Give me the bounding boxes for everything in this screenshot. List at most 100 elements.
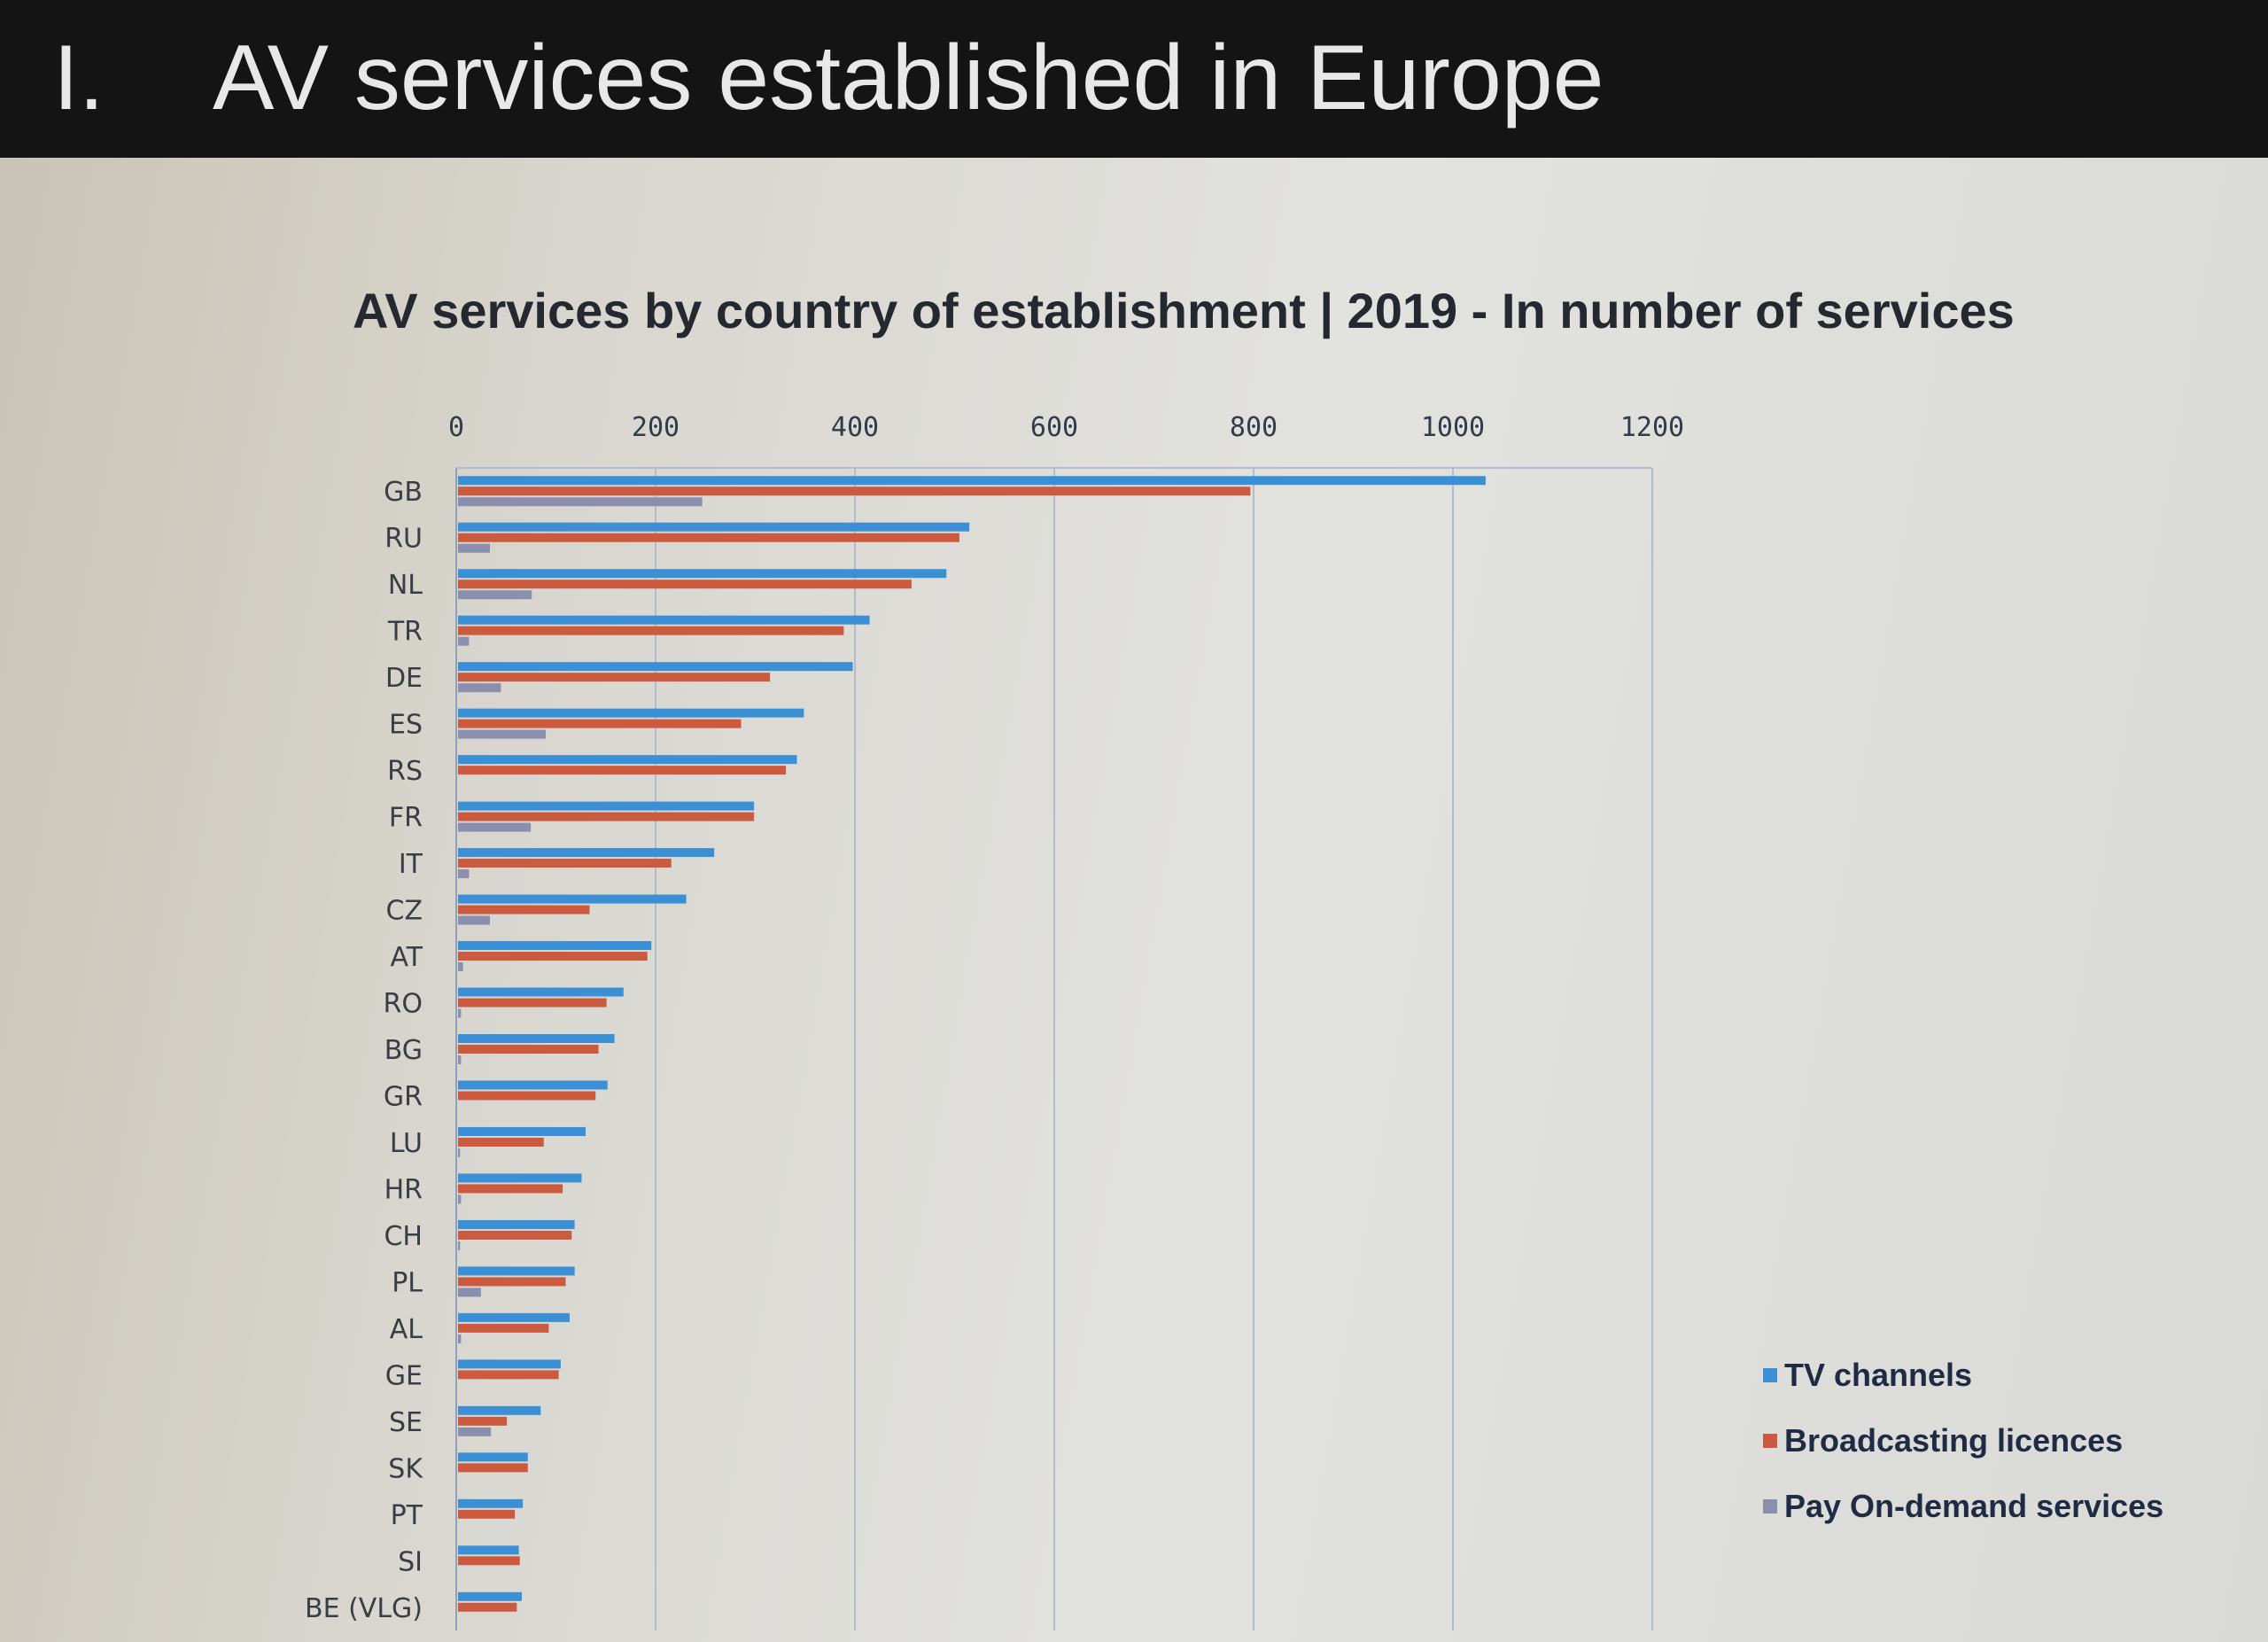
slide-title-text: AV services established in Europe: [213, 27, 1604, 129]
bar-broadcasting-licences: [458, 1370, 559, 1380]
legend-swatch: [1763, 1499, 1777, 1514]
category-label: AL: [390, 1314, 423, 1345]
slide-title: I. AV services established in Europe: [53, 25, 1604, 131]
legend-item: Broadcasting licences: [1763, 1408, 2163, 1474]
bar-broadcasting-licences: [458, 580, 912, 589]
bar-broadcasting-licences: [458, 1230, 572, 1240]
category-label: SI: [398, 1546, 423, 1577]
bar-broadcasting-licences: [458, 859, 672, 868]
bar-tv-channels: [458, 755, 797, 765]
bar-tv-channels: [458, 522, 970, 532]
bar-tv-channels: [458, 941, 652, 951]
bar-tv-channels: [458, 1080, 608, 1090]
bar-broadcasting-licences: [458, 1509, 516, 1519]
category-label: GB: [384, 477, 423, 508]
bar-tv-channels: [458, 1405, 541, 1415]
category-label: PT: [391, 1500, 423, 1531]
category-label: ES: [389, 710, 423, 741]
category-label: BG: [384, 1035, 423, 1066]
bar-tv-channels: [458, 708, 804, 718]
bar-tv-channels: [458, 1452, 528, 1462]
bar-tv-channels: [458, 1312, 570, 1322]
bar-broadcasting-licences: [458, 533, 959, 542]
bar-pay-on-demand-services: [458, 729, 546, 739]
bar-tv-channels: [458, 1266, 575, 1276]
bar-pay-on-demand-services: [458, 1148, 461, 1157]
x-tick-label: 1200: [1620, 412, 1684, 443]
bar-broadcasting-licences: [458, 673, 771, 682]
category-label: CZ: [386, 896, 423, 927]
bar-broadcasting-licences: [458, 1137, 544, 1147]
bar-tv-channels: [458, 1034, 615, 1043]
bar-broadcasting-licences: [458, 998, 607, 1008]
category-label: SK: [388, 1453, 423, 1484]
bar-broadcasting-licences: [458, 486, 1251, 496]
bar-tv-channels: [458, 1359, 561, 1369]
bar-pay-on-demand-services: [458, 915, 490, 925]
x-tick-label: 200: [632, 412, 680, 443]
category-label: DE: [385, 663, 423, 694]
slide-number: I.: [53, 27, 105, 129]
category-label: LU: [390, 1128, 423, 1159]
bar-broadcasting-licences: [458, 1323, 549, 1333]
bar-broadcasting-licences: [458, 1556, 520, 1566]
category-label: RO: [384, 989, 423, 1020]
category-label: GE: [385, 1360, 423, 1391]
category-label: GR: [384, 1081, 423, 1112]
bar-tv-channels: [458, 662, 853, 672]
x-tick-label: 600: [1030, 412, 1078, 443]
category-label: RS: [387, 756, 423, 787]
bar-pay-on-demand-services: [458, 822, 532, 832]
category-label: BE (VLG): [305, 1593, 423, 1624]
bar-pay-on-demand-services: [458, 1288, 481, 1297]
bar-pay-on-demand-services: [458, 590, 532, 600]
bar-broadcasting-licences: [458, 905, 590, 914]
chart-title: AV services by country of establishment …: [353, 283, 2015, 339]
bar-pay-on-demand-services: [458, 497, 703, 507]
bar-tv-channels: [458, 1219, 575, 1229]
bar-tv-channels: [458, 848, 715, 858]
bar-broadcasting-licences: [458, 1091, 596, 1101]
bar-broadcasting-licences: [458, 626, 844, 635]
bar-broadcasting-licences: [458, 719, 742, 728]
bar-tv-channels: [458, 987, 624, 997]
bar-pay-on-demand-services: [458, 1195, 462, 1204]
bar-tv-channels: [458, 615, 870, 625]
category-label: SE: [389, 1407, 423, 1438]
bar-broadcasting-licences: [458, 812, 755, 821]
bar-broadcasting-licences: [458, 1602, 517, 1612]
bar-broadcasting-licences: [458, 952, 648, 961]
legend-label: Broadcasting licences: [1784, 1422, 2124, 1459]
category-label: PL: [392, 1267, 423, 1298]
bar-tv-channels: [458, 1498, 524, 1508]
x-tick-label: 0: [448, 412, 464, 443]
legend-swatch: [1763, 1434, 1777, 1448]
category-label: NL: [388, 570, 423, 601]
bar-tv-channels: [458, 1126, 586, 1136]
legend-label: Pay On-demand services: [1784, 1488, 2164, 1524]
x-tick-label: 800: [1230, 412, 1278, 443]
bar-pay-on-demand-services: [458, 1334, 462, 1343]
slide-header: I. AV services established in Europe: [0, 0, 2268, 158]
category-label: RU: [384, 524, 423, 555]
bar-pay-on-demand-services: [458, 869, 470, 879]
bar-pay-on-demand-services: [458, 962, 463, 972]
bar-broadcasting-licences: [458, 1045, 599, 1054]
bar-pay-on-demand-services: [458, 683, 501, 693]
bar-tv-channels: [458, 801, 755, 811]
bar-pay-on-demand-services: [458, 1241, 461, 1250]
bar-pay-on-demand-services: [458, 543, 490, 553]
category-label: HR: [384, 1174, 423, 1205]
bar-pay-on-demand-services: [458, 1008, 462, 1018]
bar-pay-on-demand-services: [458, 636, 470, 646]
bar-tv-channels: [458, 1591, 522, 1601]
x-tick-label: 400: [831, 412, 879, 443]
category-label: IT: [399, 849, 423, 880]
bar-broadcasting-licences: [458, 1184, 563, 1194]
bar-pay-on-demand-services: [458, 1427, 492, 1436]
bar-tv-channels: [458, 1545, 519, 1555]
bar-broadcasting-licences: [458, 1416, 508, 1426]
legend-label: TV channels: [1784, 1357, 1973, 1393]
bar-broadcasting-licences: [458, 1277, 566, 1287]
